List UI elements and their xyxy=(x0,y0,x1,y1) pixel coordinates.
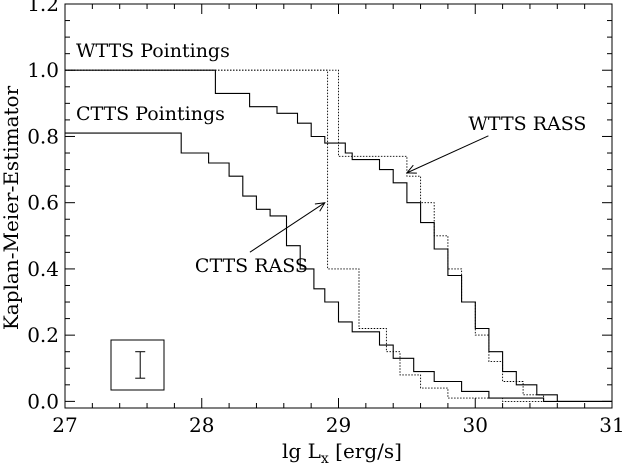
y-axis-label: Kaplan-Meier-Estimator xyxy=(0,85,23,330)
x-tick-label: 28 xyxy=(189,413,214,437)
x-tick-label: 29 xyxy=(326,413,351,437)
y-tick-label: 0.8 xyxy=(27,124,59,148)
error-bar-inset xyxy=(110,339,165,391)
annotation-arrowhead-wtts-rass xyxy=(405,164,417,174)
annotation-wtts-pointings: WTTS Pointings xyxy=(76,40,230,62)
inset-box xyxy=(110,339,165,391)
x-tick-label: 27 xyxy=(52,413,77,437)
annotation-ctts-pointings: CTTS Pointings xyxy=(76,103,225,125)
x-axis-label-subscript: x xyxy=(321,451,329,467)
annotation-layer: WTTS Pointings CTTS Pointings WTTS RASS CTT… xyxy=(76,40,586,277)
y-tick-label: 0.4 xyxy=(27,257,59,281)
plot-frame xyxy=(64,3,613,409)
tick-layer: 27 28 29 30 31 0.0 0.2 0.4 0.6 0.8 1.0 1.2 xyxy=(27,0,622,437)
x-tick-label: 31 xyxy=(599,413,622,437)
series-line-ctts-pointings xyxy=(65,132,612,402)
x-axis-label: lg Lx [erg/s] xyxy=(282,439,402,467)
y-tick-label: 1.0 xyxy=(27,58,59,82)
x-axis-label-unit: [erg/s] xyxy=(329,439,402,463)
y-tick-label: 0.0 xyxy=(27,389,59,413)
y-tick-label: 0.2 xyxy=(27,323,59,347)
annotation-ctts-rass: CTTS RASS xyxy=(195,255,308,277)
annotation-wtts-rass: WTTS RASS xyxy=(468,113,586,135)
annotation-arrow-wtts-rass xyxy=(406,135,489,174)
annotation-arrow-ctts-rass xyxy=(249,202,326,253)
y-tick-label: 1.2 xyxy=(27,0,59,16)
annotation-arrowhead-ctts-rass xyxy=(314,202,326,212)
x-tick-label: 30 xyxy=(463,413,488,437)
y-tick-label: 0.6 xyxy=(27,191,59,215)
